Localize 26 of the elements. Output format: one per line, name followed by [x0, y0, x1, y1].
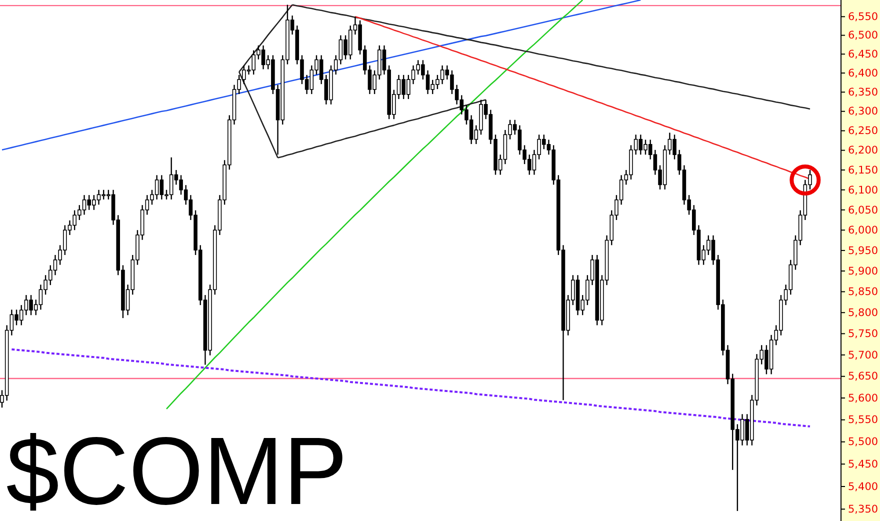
y-tick-label: 6,100	[848, 184, 878, 196]
y-tick-label: 6,300	[848, 106, 878, 118]
y-tick-label: 5,800	[848, 306, 878, 319]
y-tick-label: 5,750	[848, 328, 878, 340]
y-tick-label: 6,550	[848, 11, 878, 24]
y-tick-label: 5,550	[848, 414, 878, 426]
y-tick-label: 6,350	[848, 86, 878, 98]
y-tick-label: 5,600	[848, 392, 878, 404]
y-tick-label: 5,500	[848, 436, 878, 448]
y-tick-label: 5,400	[848, 480, 878, 493]
y-tick-label: 6,250	[848, 125, 878, 138]
y-tick-label: 6,050	[848, 204, 878, 216]
text: $COMP	[6, 418, 348, 521]
y-tick-label: 6,150	[848, 164, 878, 176]
y-tick-label: 5,950	[848, 244, 878, 257]
y-tick-label: 5,650	[848, 370, 878, 383]
y-tick-label: 5,700	[848, 349, 878, 362]
y-tick-label: 6,450	[848, 48, 878, 60]
y-tick-label: 6,200	[848, 144, 878, 157]
y-tick-label: 5,450	[848, 458, 878, 470]
y-tick-label: 5,850	[848, 286, 878, 298]
y-tick-label: 6,500	[848, 30, 878, 42]
y-tick-label: 5,350	[848, 504, 878, 516]
y-tick-label: 6,000	[848, 224, 878, 236]
y-tick-label: 6,400	[848, 67, 878, 80]
y-tick-label: 5,900	[848, 265, 878, 278]
